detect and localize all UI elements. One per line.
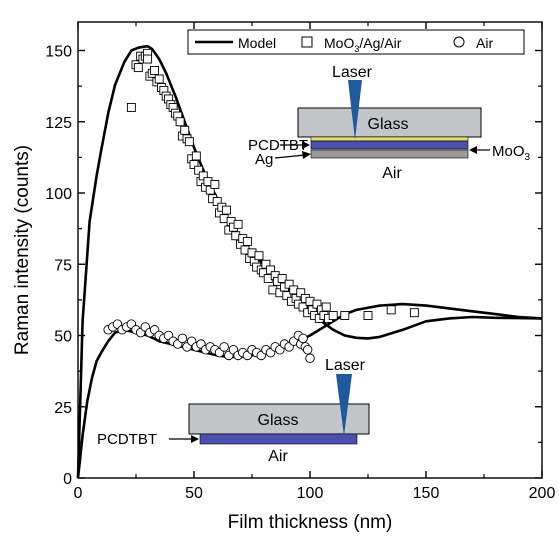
bottom-pcdtbt-arrowhead <box>191 435 199 443</box>
moo3-ag-air-point <box>254 251 264 261</box>
x-tick-labels: 0 50 100 150 200 <box>74 485 556 502</box>
x-tick-label: 200 <box>529 485 556 502</box>
moo3-ag-air-point <box>363 311 373 320</box>
moo3-ag-air-point <box>386 305 396 315</box>
moo3-ag-air-point <box>133 63 143 73</box>
bottom-glass-label: Glass <box>258 412 299 429</box>
legend: Model MoO3/Ag/Air Air <box>187 29 525 55</box>
top-laser-beam <box>348 80 362 140</box>
moo3-ag-air-point <box>282 291 292 301</box>
axis-ticks <box>77 22 543 479</box>
moo3-ag-air-point <box>126 103 136 112</box>
air-point <box>177 333 188 344</box>
moo3-ag-air-point <box>266 265 276 275</box>
moo3-ag-air-point <box>298 302 308 312</box>
x-tick-label: 0 <box>74 485 83 502</box>
x-tick-label: 50 <box>185 485 203 502</box>
legend-square-marker <box>301 36 313 48</box>
moo3-ag-air-point <box>340 311 350 320</box>
moo3-ag-air-point <box>194 165 204 175</box>
moo3-ag-air-point <box>180 125 190 135</box>
top-laser-label: Laser <box>332 64 373 81</box>
moo3-ag-air-point <box>154 74 164 84</box>
moo3-ag-air-point <box>321 302 331 312</box>
y-tick-label: 100 <box>45 186 72 203</box>
top-glass-layer <box>297 107 482 138</box>
x-tick-label: 100 <box>297 485 324 502</box>
y-tick-label: 25 <box>54 400 72 417</box>
moo3-ag-air-series <box>126 48 419 323</box>
moo3-ag-air-point <box>222 205 231 215</box>
moo3-ag-air-point <box>212 197 222 207</box>
moo3-ag-air-point <box>261 259 271 269</box>
top-ag-arrow <box>274 154 306 159</box>
moo3-ag-air-point <box>328 311 338 320</box>
bottom-inset-diagram: Glass Laser PCDTBT Air <box>97 357 370 465</box>
y-tick-label: 0 <box>63 471 72 488</box>
y-tick-label: 75 <box>54 257 72 274</box>
moo3-ag-air-point <box>205 185 215 195</box>
legend-circle-marker <box>453 36 465 48</box>
moo3-ag-air-point <box>198 171 208 181</box>
top-ag-arrowhead <box>302 151 311 159</box>
legend-model-label: Model <box>238 35 276 51</box>
legend-box <box>187 29 525 55</box>
moo3-ag-air-point <box>191 151 201 161</box>
legend-air-label: Air <box>476 35 493 51</box>
y-tick-label: 125 <box>45 115 72 132</box>
bottom-pcdtbt-layer <box>199 433 358 445</box>
top-pcdtbt-layer <box>310 140 469 150</box>
bottom-laser-label: Laser <box>325 357 366 374</box>
moo3-ag-air-point <box>150 65 160 75</box>
air-point <box>298 333 308 344</box>
top-pcdtbt-arrowhead <box>302 141 310 149</box>
top-inset-diagram: Glass Laser PCDTBT Ag MoO3 Air <box>248 64 531 182</box>
bottom-pcdtbt-label: PCDTBT <box>97 431 157 448</box>
moo3-ag-air-point <box>175 117 185 127</box>
legend-moo3-label: MoO3/Ag/Air <box>324 35 402 54</box>
top-moo3-arrowhead <box>469 146 477 154</box>
moo3-ag-air-point <box>143 54 153 64</box>
moo3-ag-air-point <box>409 308 419 318</box>
bottom-laser-beam <box>336 374 352 436</box>
y-tick-label: 150 <box>45 44 72 61</box>
top-ag-label: Ag <box>255 151 273 168</box>
moo3-ag-air-point <box>296 288 306 298</box>
y-tick-labels: 0 25 50 75 100 125 150 <box>45 44 72 489</box>
moo3-ag-air-point <box>233 219 243 229</box>
bottom-air-label: Air <box>268 448 288 465</box>
moo3-ag-air-point <box>210 179 220 189</box>
air-point <box>305 353 315 364</box>
top-moo3-layer <box>310 136 469 142</box>
moo3-ag-air-point <box>184 137 194 147</box>
air-point <box>219 342 229 352</box>
moo3-ag-air-point <box>242 236 252 246</box>
air-series <box>103 319 315 364</box>
y-tick-label: 50 <box>54 329 72 346</box>
air-point <box>302 345 313 355</box>
top-pcdtbt-label: PCDTBT <box>248 137 308 154</box>
moo3-ag-air-point <box>277 274 287 283</box>
top-air-label: Air <box>382 165 402 182</box>
top-moo3-label: MoO3 <box>492 143 531 163</box>
top-ag-layer <box>310 149 469 159</box>
moo3-ag-air-point <box>284 279 294 289</box>
y-axis-label: Raman intensity (counts) <box>12 145 33 355</box>
top-glass-label: Glass <box>368 116 409 133</box>
x-axis-label: Film thickness (nm) <box>228 512 393 533</box>
moo3-ag-air-point <box>189 160 199 169</box>
x-tick-label: 150 <box>413 485 440 502</box>
moo3-ag-air-point <box>312 299 322 309</box>
